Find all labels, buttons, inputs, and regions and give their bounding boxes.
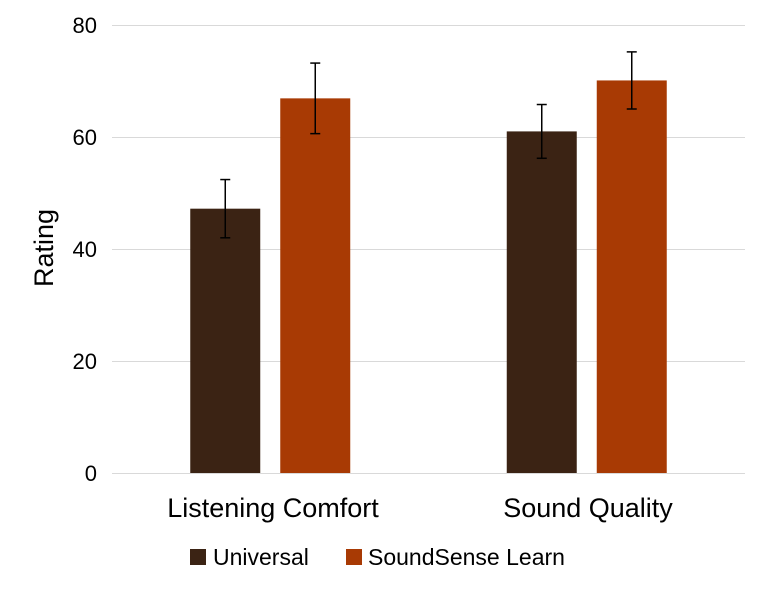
x-axis-categories: Listening Comfort Sound Quality xyxy=(167,493,673,523)
bar-soundsense-learn-sound-quality xyxy=(596,80,667,473)
y-axis-ticks: 0 20 40 60 80 xyxy=(73,13,97,486)
y-tick-label-60: 60 xyxy=(73,125,97,150)
error-bar-universal-listening-comfort xyxy=(220,178,231,239)
error-bar-universal-sound-quality xyxy=(536,103,547,160)
y-axis-title: Rating xyxy=(29,209,59,287)
bar-universal-listening-comfort xyxy=(190,208,261,473)
legend-swatch-soundsense-learn xyxy=(346,549,362,565)
y-tick-label-80: 80 xyxy=(73,13,97,38)
bar-soundsense-learn-listening-comfort xyxy=(280,98,351,474)
category-label-sound-quality: Sound Quality xyxy=(503,493,673,523)
y-tick-label-20: 20 xyxy=(73,349,97,374)
bar-universal-sound-quality xyxy=(506,131,577,473)
legend-label-universal: Universal xyxy=(213,544,309,570)
error-bar-soundsense-learn-listening-comfort xyxy=(310,62,321,135)
error-bars xyxy=(220,51,637,239)
category-label-listening-comfort: Listening Comfort xyxy=(167,493,379,523)
y-tick-label-0: 0 xyxy=(85,461,97,486)
legend-label-soundsense-learn: SoundSense Learn xyxy=(368,544,565,570)
legend: Universal SoundSense Learn xyxy=(190,544,565,570)
legend-swatch-universal xyxy=(190,549,206,565)
y-tick-label-40: 40 xyxy=(73,237,97,262)
error-bar-soundsense-learn-sound-quality xyxy=(626,51,637,110)
bars xyxy=(190,80,667,474)
